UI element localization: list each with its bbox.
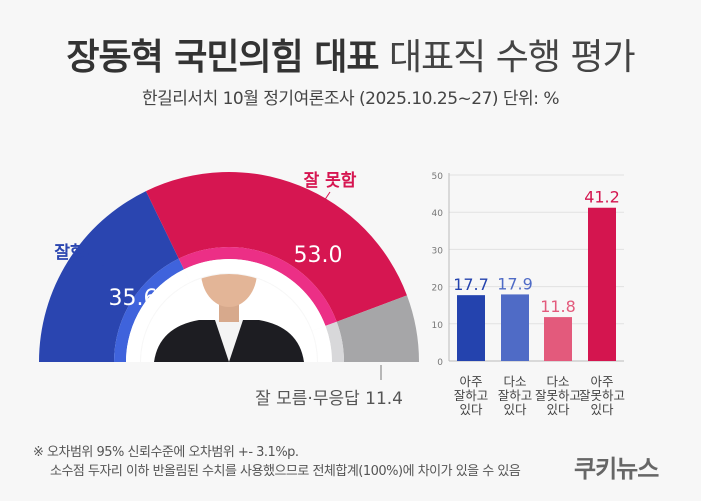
bar-value-label: 17.9 bbox=[497, 274, 533, 293]
y-tick-label: 50 bbox=[432, 172, 444, 182]
y-tick-label: 0 bbox=[437, 358, 443, 368]
donut-segment-1 bbox=[145, 172, 407, 322]
leader-bad bbox=[317, 191, 331, 211]
x-tick-label: 다소 bbox=[546, 374, 569, 389]
label-good: 잘함 bbox=[54, 242, 86, 263]
y-tick-label: 10 bbox=[432, 321, 444, 331]
bar-1 bbox=[501, 294, 529, 361]
title-main: 장동혁 국민의힘 대표 bbox=[66, 37, 379, 78]
x-tick-label: 있다 bbox=[546, 402, 570, 417]
donut-segment-0 bbox=[39, 191, 179, 362]
leader-good bbox=[87, 253, 105, 267]
footnote-1: ※ 오차범위 95% 신뢰수준에 오차범위 +- 3.1%p. bbox=[33, 445, 299, 460]
y-tick-label: 20 bbox=[432, 284, 444, 294]
x-tick-label: 있다 bbox=[459, 402, 483, 417]
x-tick-label: 잘못하고 bbox=[535, 388, 581, 403]
x-tick-label: 아주 bbox=[590, 374, 613, 389]
subtitle: 한길리서치 10월 정기여론조사 (2025.10.25~27) 단위: % bbox=[142, 89, 559, 109]
x-tick-label: 잘못하고 bbox=[579, 388, 625, 403]
bar-2 bbox=[544, 317, 572, 361]
y-tick-label: 30 bbox=[432, 246, 444, 256]
donut-label-good: 35.6 bbox=[109, 286, 158, 311]
donut-inner-white-1 bbox=[183, 259, 326, 331]
donut-segment-2 bbox=[336, 295, 419, 362]
x-tick-label: 있다 bbox=[590, 402, 614, 417]
bar-value-label: 17.7 bbox=[453, 275, 489, 294]
donut-inner-band-2 bbox=[325, 321, 344, 362]
y-tick-label: 40 bbox=[432, 209, 444, 219]
shirt bbox=[215, 320, 243, 362]
footnote-2: 소수점 두자리 이하 반올림된 수치를 사용했으므로 전체합계(100%)에 차… bbox=[50, 464, 521, 479]
x-tick-label: 있다 bbox=[503, 402, 527, 417]
title-light: 대표직 수행 평가 bbox=[388, 37, 636, 78]
x-tick-label: 다소 bbox=[503, 374, 526, 389]
bar-0 bbox=[457, 295, 485, 361]
x-tick-label: 잘하고 bbox=[454, 388, 489, 403]
label-unknown: 잘 모름·무응답 11.4 bbox=[255, 389, 403, 409]
donut-inner-band-0 bbox=[114, 258, 184, 362]
face bbox=[201, 274, 257, 307]
page-title: 장동혁 국민의힘 대표 대표직 수행 평가 bbox=[0, 28, 701, 80]
donut-inner-band-1 bbox=[178, 246, 337, 326]
logo: 쿠키뉴스 bbox=[574, 455, 659, 483]
x-tick-label: 잘하고 bbox=[498, 388, 533, 403]
label-bad: 잘 못함 bbox=[304, 170, 357, 191]
x-tick-label: 아주 bbox=[459, 374, 482, 389]
donut-inner-white-0 bbox=[126, 269, 191, 362]
bar-value-label: 11.8 bbox=[540, 297, 576, 316]
bar-value-label: 41.2 bbox=[584, 188, 620, 207]
donut-label-bad: 53.0 bbox=[294, 243, 343, 268]
donut-inner-white-2 bbox=[312, 325, 332, 362]
bar-3 bbox=[588, 207, 616, 361]
